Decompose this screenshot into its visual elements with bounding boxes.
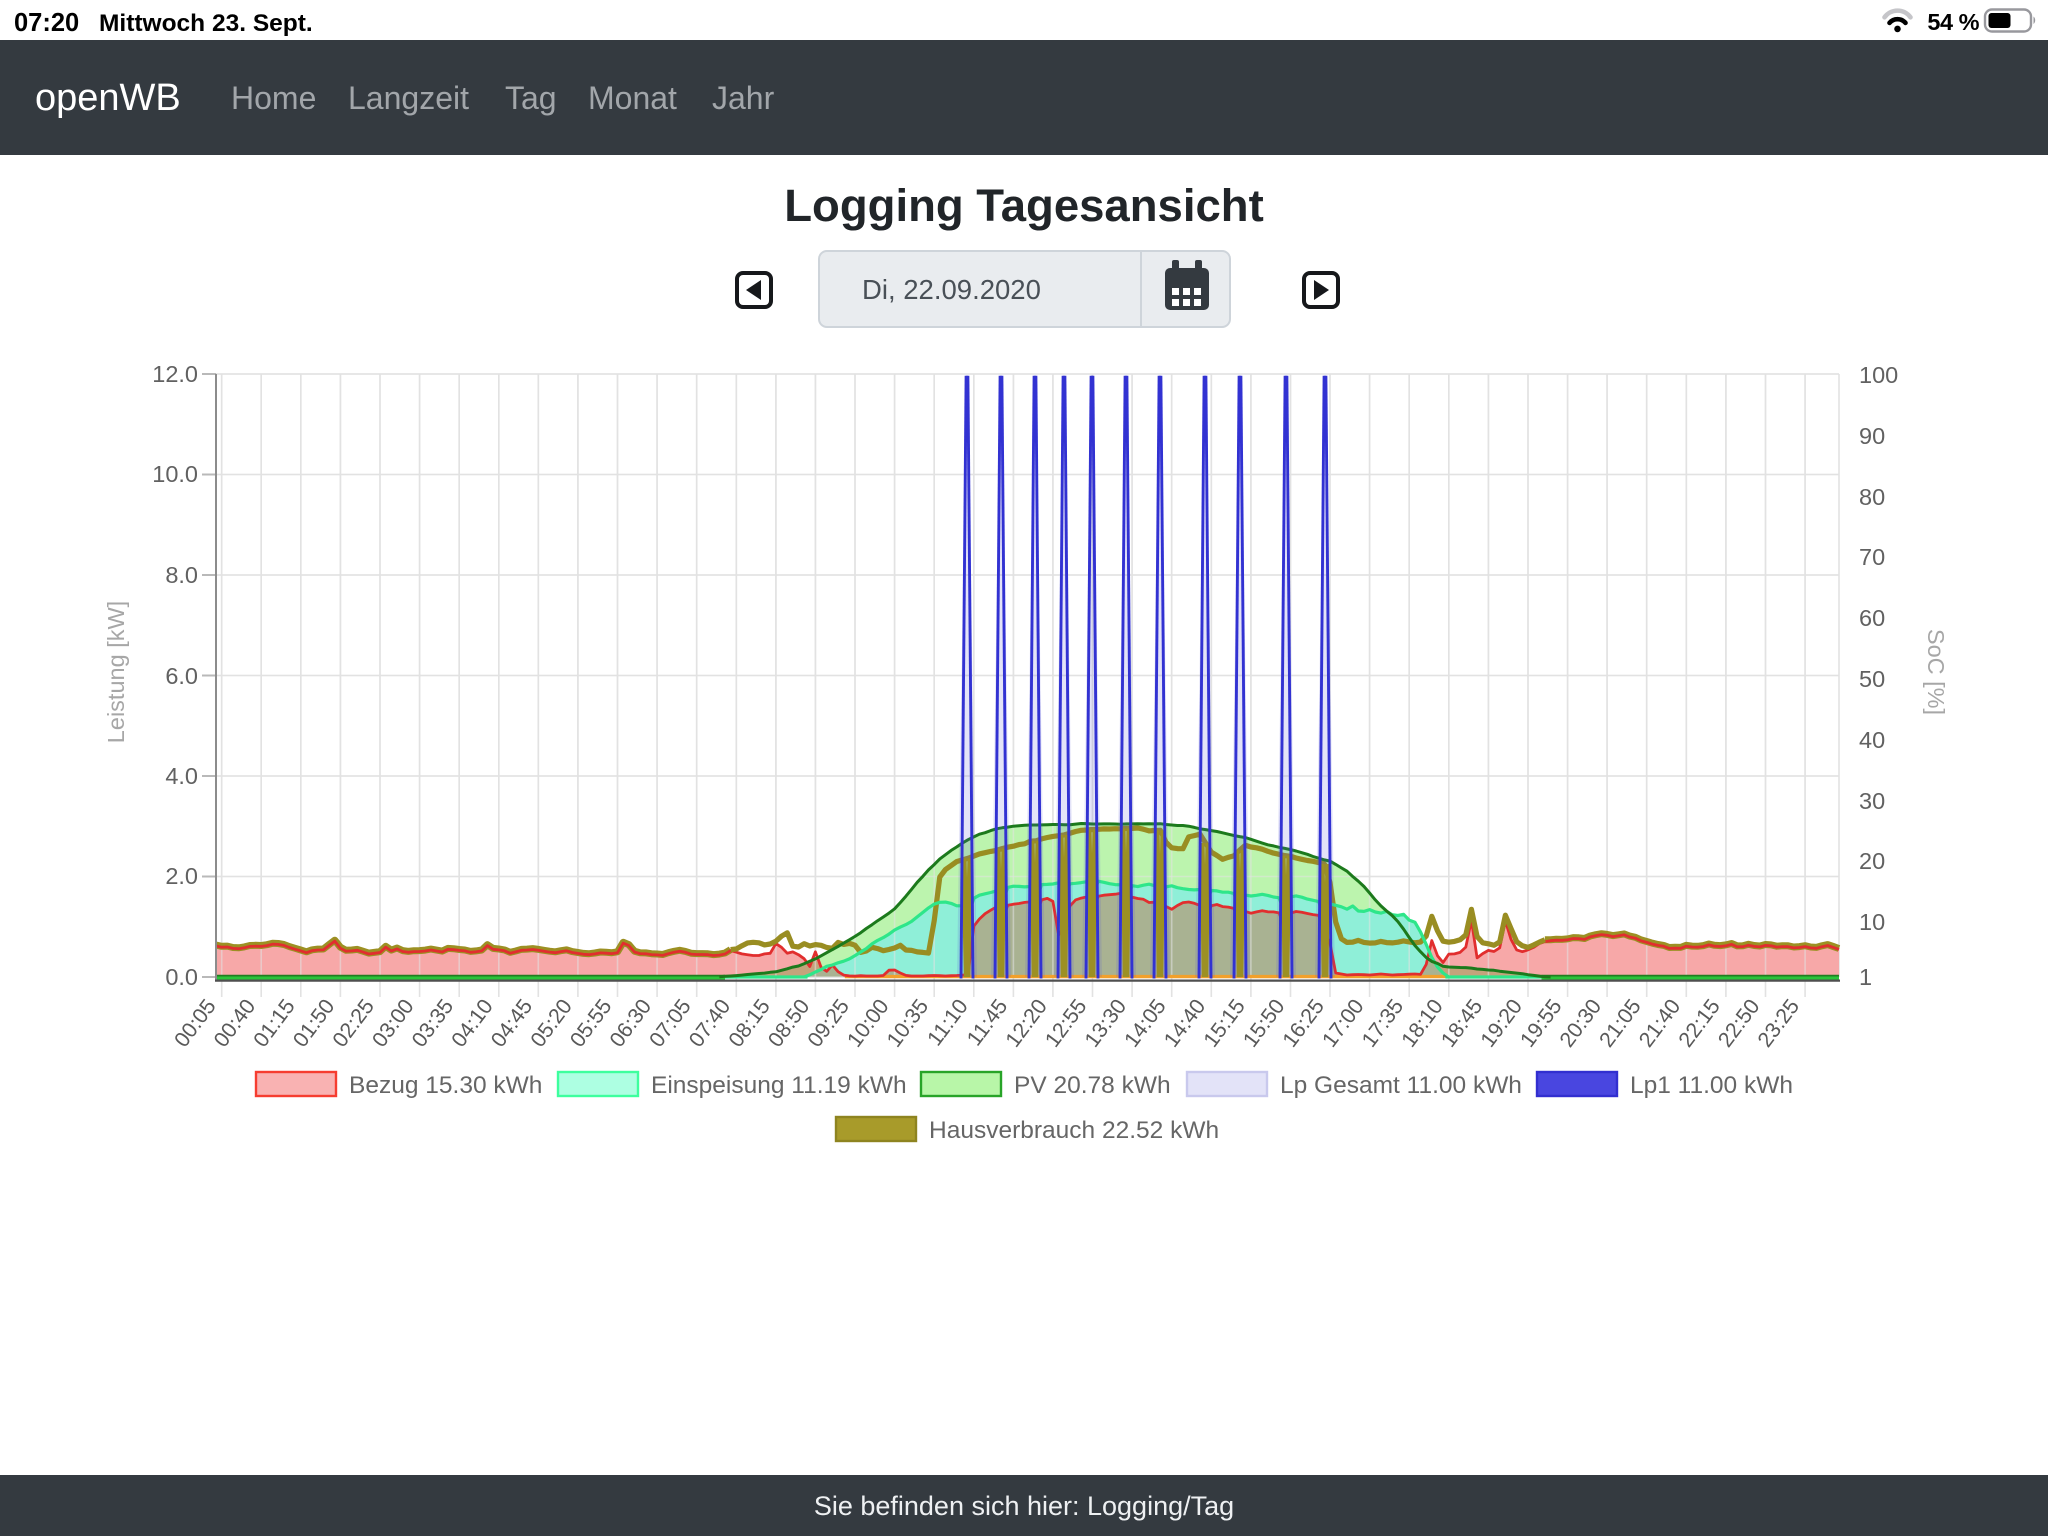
svg-text:Bezug 15.30 kWh: Bezug 15.30 kWh	[349, 1072, 542, 1099]
svg-text:10: 10	[1859, 909, 1885, 935]
svg-text:Leistung [kW]: Leistung [kW]	[103, 601, 129, 743]
svg-text:1: 1	[1859, 964, 1872, 990]
svg-text:90: 90	[1859, 423, 1885, 449]
svg-text:6.0: 6.0	[165, 663, 198, 689]
svg-text:openWB: openWB	[35, 77, 181, 119]
svg-text:54 %: 54 %	[1927, 9, 1979, 35]
svg-text:50: 50	[1859, 666, 1885, 692]
svg-text:Sie befinden sich hier: Loggin: Sie befinden sich hier: Logging/Tag	[814, 1491, 1234, 1521]
svg-text:Home: Home	[231, 80, 316, 116]
svg-text:70: 70	[1859, 544, 1885, 570]
svg-text:07:20: 07:20	[14, 9, 79, 37]
svg-text:80: 80	[1859, 484, 1885, 510]
svg-text:30: 30	[1859, 788, 1885, 814]
svg-text:Einspeisung 11.19 kWh: Einspeisung 11.19 kWh	[651, 1072, 907, 1099]
svg-text:0.0: 0.0	[165, 964, 198, 990]
svg-text:4.0: 4.0	[165, 763, 198, 789]
svg-text:20: 20	[1859, 848, 1885, 874]
svg-text:40: 40	[1859, 727, 1885, 753]
svg-text:100: 100	[1859, 362, 1898, 388]
svg-text:8.0: 8.0	[165, 562, 198, 588]
svg-text:Jahr: Jahr	[712, 80, 775, 116]
svg-text:60: 60	[1859, 605, 1885, 631]
svg-text:PV 20.78 kWh: PV 20.78 kWh	[1014, 1072, 1171, 1099]
svg-text:10.0: 10.0	[152, 461, 198, 487]
svg-text:Logging Tagesansicht: Logging Tagesansicht	[784, 180, 1263, 231]
svg-text:SoC [%]: SoC [%]	[1923, 629, 1949, 715]
svg-text:Di, 22.09.2020: Di, 22.09.2020	[862, 274, 1041, 305]
svg-text:Mittwoch 23. Sept.: Mittwoch 23. Sept.	[99, 10, 313, 37]
svg-text:Lp Gesamt 11.00 kWh: Lp Gesamt 11.00 kWh	[1280, 1072, 1522, 1099]
svg-text:Monat: Monat	[588, 80, 677, 116]
svg-text:2.0: 2.0	[165, 863, 198, 889]
svg-text:Langzeit: Langzeit	[348, 80, 469, 116]
svg-text:Lp1 11.00 kWh: Lp1 11.00 kWh	[1630, 1072, 1793, 1099]
svg-text:12.0: 12.0	[152, 361, 198, 387]
svg-text:Tag: Tag	[505, 80, 557, 116]
svg-text:Hausverbrauch 22.52 kWh: Hausverbrauch 22.52 kWh	[929, 1117, 1219, 1144]
